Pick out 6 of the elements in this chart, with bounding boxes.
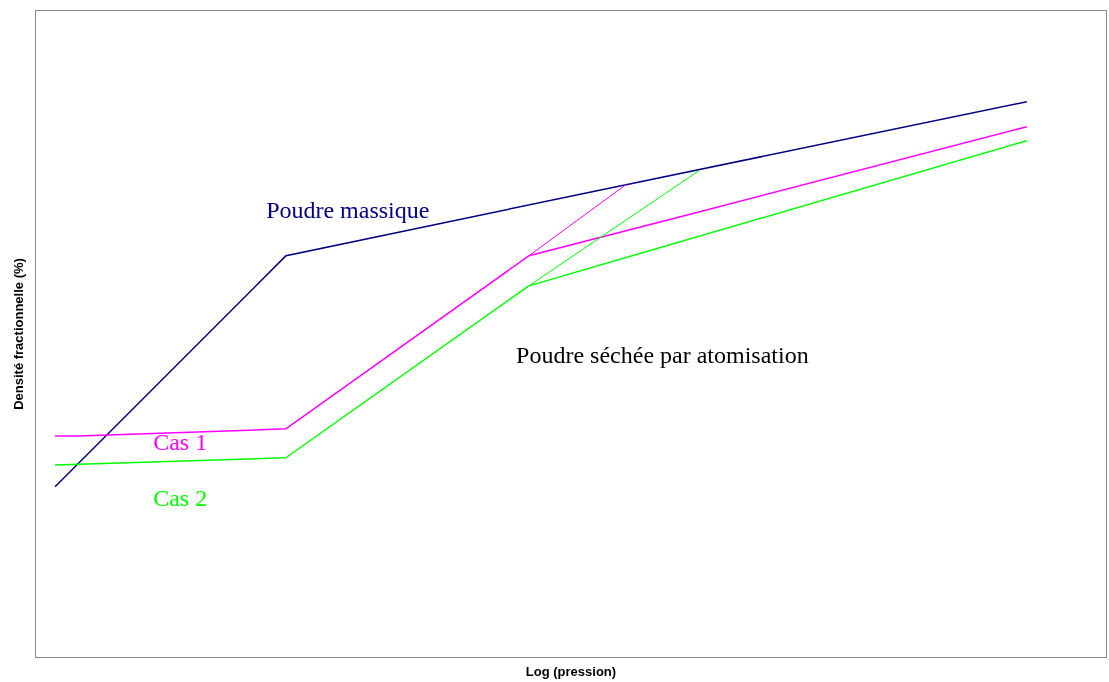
y-axis-title: Densité fractionnelle (%) bbox=[10, 258, 26, 410]
annotation: Poudre séchée par atomisation bbox=[516, 341, 809, 369]
series-label: Cas 2 bbox=[153, 484, 208, 512]
series-label: Cas 1 bbox=[153, 428, 208, 456]
series-label: Poudre massique bbox=[266, 196, 430, 224]
x-axis-title: Log (pression) bbox=[524, 664, 618, 679]
